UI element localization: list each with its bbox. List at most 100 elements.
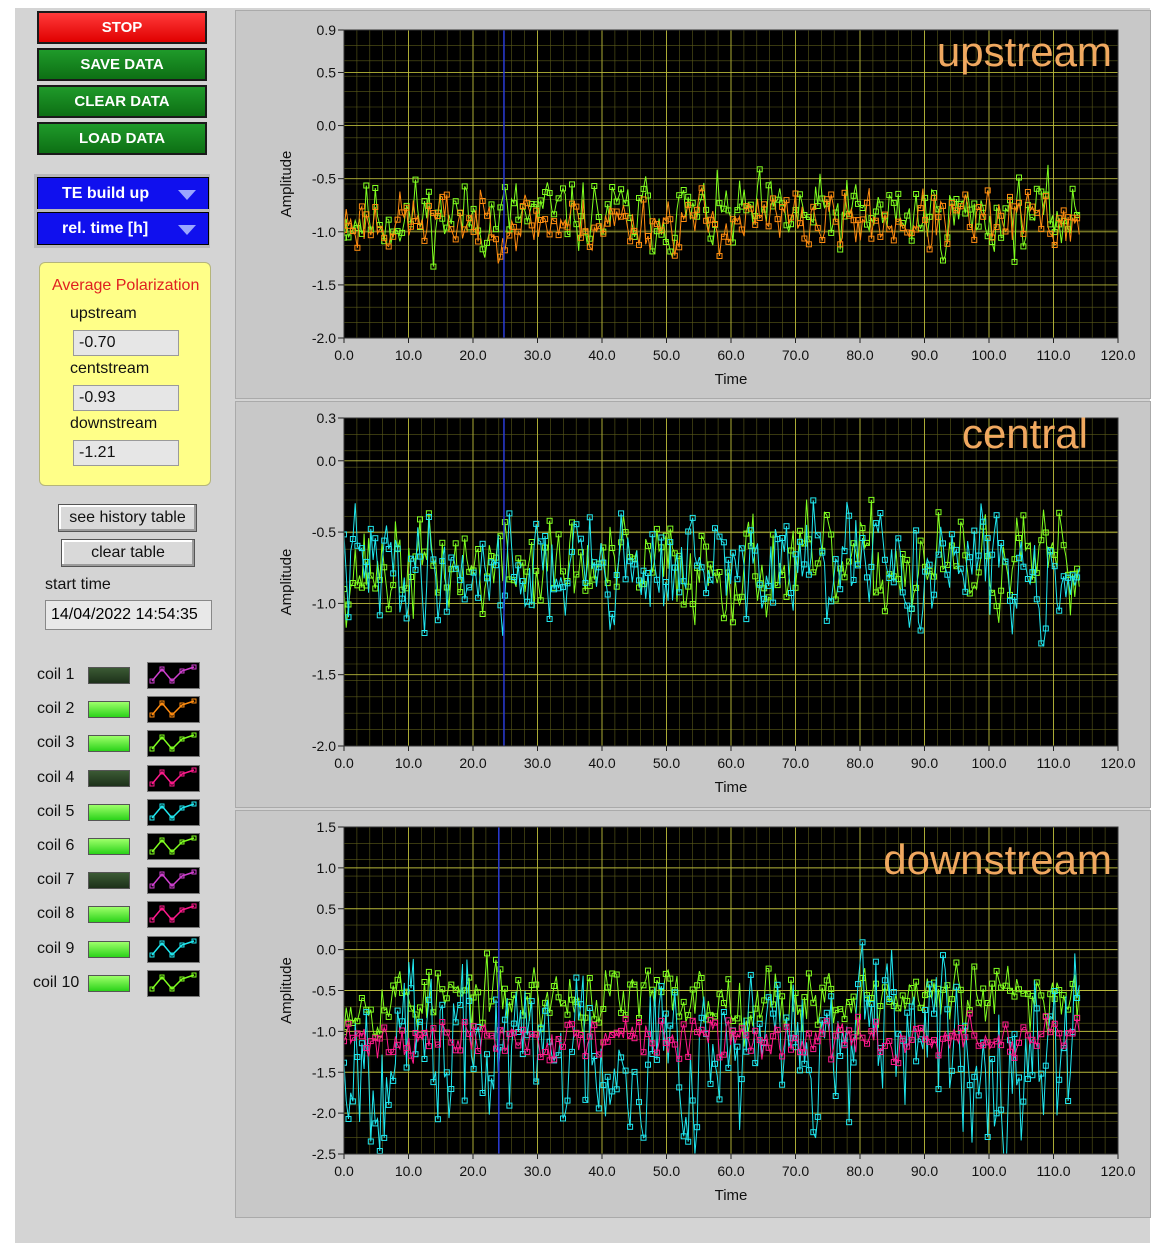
data-point <box>645 570 651 576</box>
data-point <box>649 1040 656 1047</box>
coil-led[interactable] <box>88 872 130 890</box>
data-point <box>734 218 741 225</box>
data-point <box>533 201 540 208</box>
data-point <box>595 564 602 571</box>
data-point <box>828 598 835 605</box>
data-point <box>1002 228 1009 235</box>
data-point <box>434 213 441 219</box>
data-point <box>841 1016 848 1023</box>
data-point <box>1007 1037 1013 1044</box>
data-point <box>501 1016 508 1023</box>
coil-plot-legend[interactable] <box>147 935 200 963</box>
plot-style-icon <box>149 801 197 821</box>
data-point <box>770 195 777 202</box>
data-point <box>344 227 347 234</box>
data-point <box>524 200 531 207</box>
data-point <box>720 233 727 240</box>
coil-led[interactable] <box>88 974 130 992</box>
coil-led[interactable] <box>88 735 130 753</box>
data-point <box>349 1034 356 1041</box>
data-point <box>506 1102 513 1109</box>
y-tick-label: -0.5 <box>312 171 336 187</box>
coil-plot-legend[interactable] <box>147 867 200 895</box>
coil-plot-legend[interactable] <box>147 764 200 792</box>
data-point <box>560 185 566 192</box>
data-point <box>358 203 365 210</box>
data-point <box>457 209 464 216</box>
data-point <box>899 225 906 232</box>
data-point <box>577 549 584 556</box>
data-point <box>452 565 459 572</box>
data-point <box>653 525 660 532</box>
save-data-button[interactable]: SAVE DATA <box>37 48 207 81</box>
coil-plot-legend[interactable] <box>147 798 200 826</box>
data-point <box>886 1038 893 1044</box>
coil-plot-legend[interactable] <box>147 730 200 758</box>
data-point <box>725 1064 732 1071</box>
data-point <box>886 996 893 1002</box>
see-history-table-button[interactable]: see history table <box>58 504 197 532</box>
data-point <box>913 191 920 197</box>
data-point <box>859 216 866 223</box>
clear-data-button[interactable]: CLEAR DATA <box>37 85 207 118</box>
time-axis-selector[interactable]: rel. time [h] <box>37 212 209 245</box>
data-point <box>1029 569 1036 576</box>
coil-led[interactable] <box>88 701 130 719</box>
data-point <box>349 1098 356 1105</box>
y-tick-label: 0.0 <box>317 453 337 469</box>
data-point <box>725 238 732 245</box>
clear-table-button[interactable]: clear table <box>61 539 195 567</box>
data-point <box>1056 607 1063 614</box>
coil-led[interactable] <box>88 667 130 684</box>
coil-plot-legend[interactable] <box>147 696 200 724</box>
data-point <box>461 535 468 542</box>
coil-led[interactable] <box>88 769 130 787</box>
data-point <box>926 213 933 220</box>
data-point <box>957 1065 964 1072</box>
data-point <box>908 1036 915 1043</box>
data-point <box>573 974 580 981</box>
coil-plot-legend[interactable] <box>147 901 200 929</box>
data-point <box>756 215 763 221</box>
y-tick-label: -2.0 <box>312 1105 336 1121</box>
data-point <box>1029 992 1036 999</box>
data-point <box>689 986 696 993</box>
stop-button[interactable]: STOP <box>37 11 207 44</box>
data-point <box>877 1049 884 1055</box>
x-tick-label: 110.0 <box>1037 755 1071 771</box>
data-point <box>962 210 969 217</box>
coil-plot-legend[interactable] <box>147 833 200 860</box>
coil-led[interactable] <box>88 940 130 958</box>
data-point <box>712 525 718 532</box>
data-point <box>922 1007 929 1013</box>
data-point <box>1056 509 1063 516</box>
coil-led[interactable] <box>88 906 130 924</box>
data-point <box>358 995 365 1001</box>
data-point <box>533 1078 540 1085</box>
data-point <box>488 201 495 208</box>
data-point <box>434 1116 441 1123</box>
data-point <box>734 1031 741 1038</box>
data-point <box>604 1073 611 1080</box>
data-point <box>720 539 727 546</box>
data-point <box>662 970 669 977</box>
data-point <box>796 191 803 198</box>
series-1 <box>344 497 1081 647</box>
coil-plot-legend[interactable] <box>147 662 200 689</box>
data-point <box>989 234 996 241</box>
load-data-button[interactable]: LOAD DATA <box>37 122 207 155</box>
data-point <box>408 1005 414 1012</box>
coil-plot-legend[interactable] <box>147 969 200 997</box>
x-tick-label: 80.0 <box>846 755 873 771</box>
data-point <box>676 1084 683 1091</box>
coil-led[interactable] <box>88 838 130 855</box>
data-point <box>533 207 540 214</box>
data-point <box>984 187 991 194</box>
coil-led[interactable] <box>88 803 130 821</box>
x-tick-label: 120.0 <box>1100 755 1135 771</box>
mode-selector[interactable]: TE build up <box>37 177 209 210</box>
data-point <box>1051 563 1058 570</box>
data-point <box>957 518 964 525</box>
data-point <box>1016 535 1022 541</box>
data-point <box>819 984 826 991</box>
